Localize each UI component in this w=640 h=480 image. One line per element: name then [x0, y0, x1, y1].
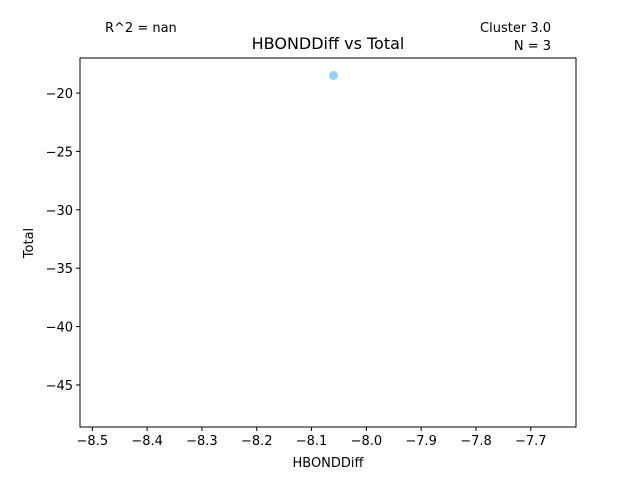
y-axis-label: Total: [22, 228, 37, 259]
x-axis-label: HBONDDiff: [292, 456, 364, 471]
plot-area: [328, 71, 338, 81]
cluster-annotation: Cluster 3.0: [480, 21, 551, 36]
x-tick-label: −8.0: [351, 434, 383, 449]
x-tick-label: −8.5: [77, 434, 109, 449]
x-axis: −8.5 −8.4 −8.3 −8.2 −8.1 −8.0 −7.9 −7.8 −7.7: [77, 427, 547, 449]
x-tick-label: −8.3: [186, 434, 218, 449]
chart-title: HBONDDiff vs Total: [252, 34, 405, 53]
y-tick-label: −45: [46, 379, 73, 394]
x-tick-label: −7.7: [515, 434, 547, 449]
y-axis: −45 −40 −35 −30 −25 −20: [46, 87, 80, 394]
x-tick-label: −8.1: [296, 434, 328, 449]
y-tick-label: −35: [46, 262, 73, 277]
data-point: [328, 71, 338, 81]
plot-frame: [79, 57, 577, 428]
y-tick-label: −20: [46, 87, 73, 102]
x-tick-label: −8.2: [241, 434, 273, 449]
y-tick-label: −30: [46, 204, 73, 219]
y-tick-label: −40: [46, 321, 73, 336]
count-annotation: N = 3: [514, 39, 551, 54]
x-tick-label: −7.8: [460, 434, 492, 449]
x-tick-label: −8.4: [131, 434, 163, 449]
r-squared-annotation: R^2 = nan: [105, 21, 177, 36]
y-tick-label: −25: [46, 145, 73, 160]
x-tick-label: −7.9: [405, 434, 437, 449]
